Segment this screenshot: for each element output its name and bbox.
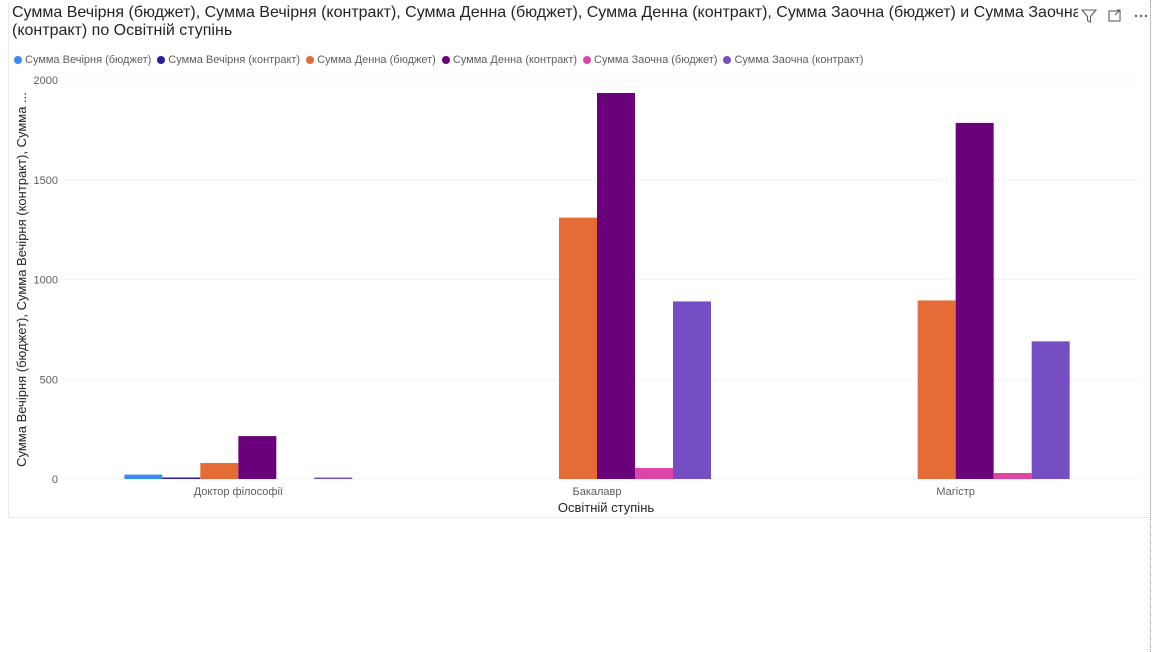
y-tick-label: 2000 (34, 75, 58, 87)
bar[interactable] (993, 473, 1032, 479)
legend-label: Сумма Вечірня (бюджет) (25, 54, 152, 66)
legend-label: Сумма Заочна (бюджет) (594, 54, 718, 66)
bar[interactable] (917, 300, 956, 479)
legend-label: Сумма Заочна (контракт) (734, 54, 864, 66)
y-tick-label: 1000 (34, 275, 58, 287)
bar[interactable] (200, 463, 239, 479)
y-tick-label: 500 (40, 374, 58, 386)
legend-label: Сумма Денна (бюджет) (317, 54, 436, 66)
legend-label: Сумма Денна (контракт) (452, 54, 578, 66)
page-edge-divider (1150, 0, 1151, 652)
x-axis-title: Освітній ступінь (558, 500, 655, 515)
bar[interactable] (124, 474, 163, 479)
legend-item[interactable]: Сумма Денна (бюджет) (306, 54, 436, 66)
bar[interactable] (559, 217, 597, 479)
bar[interactable] (597, 92, 635, 479)
bar[interactable] (955, 122, 994, 479)
bar[interactable] (238, 436, 277, 479)
more-options-icon[interactable] (1132, 8, 1150, 24)
y-tick-label: 0 (52, 474, 58, 486)
legend-item[interactable]: Сумма Заочна (контракт) (723, 54, 863, 66)
legend-marker (441, 56, 450, 64)
y-tick-label: 1500 (34, 175, 58, 187)
bar[interactable] (162, 477, 201, 480)
legend-item[interactable]: Сумма Заочна (бюджет) (583, 54, 717, 66)
x-tick-label: Доктор філософії (194, 486, 283, 498)
legend-marker (306, 56, 315, 64)
legend-label: Сумма Вечірня (контракт) (168, 54, 301, 66)
chart-legend: Сумма Вечірня (бюджет) Сумма Вечірня (кон… (14, 54, 863, 66)
legend-item[interactable]: Сумма Вечірня (контракт) (157, 54, 300, 66)
chart-title: Сумма Вечірня (бюджет), Сумма Вечірня (к… (12, 4, 1082, 39)
legend-marker (157, 56, 166, 64)
legend-item[interactable]: Сумма Вечірня (бюджет) (14, 54, 151, 66)
bar[interactable] (673, 301, 711, 479)
bar[interactable] (635, 468, 673, 479)
legend-marker (14, 56, 22, 64)
visual-header-icons (1078, 8, 1150, 24)
legend-marker (723, 56, 732, 64)
legend-marker (583, 56, 592, 64)
legend-item[interactable]: Сумма Денна (контракт) (441, 54, 578, 66)
x-tick-label: Бакалавр (572, 486, 621, 498)
y-axis-title: Сумма Вечірня (бюджет), Сумма Вечірня (к… (14, 92, 29, 467)
filter-icon[interactable] (1080, 8, 1098, 24)
bar[interactable] (1031, 341, 1070, 479)
bar[interactable] (314, 477, 353, 480)
focus-mode-icon[interactable] (1106, 8, 1124, 24)
x-tick-label: Магістр (936, 486, 975, 498)
